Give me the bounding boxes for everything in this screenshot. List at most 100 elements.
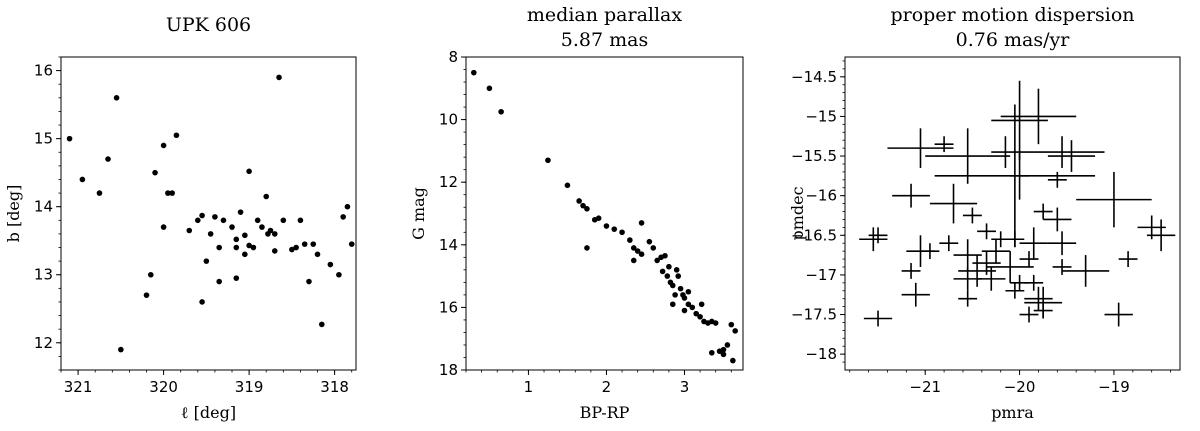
errorbar-point	[901, 263, 921, 279]
y-tick-label: 8	[448, 48, 458, 66]
errorbar-point	[892, 183, 930, 208]
data-point	[681, 295, 688, 301]
errorbar-point	[991, 80, 1048, 161]
errorbar-point	[1024, 274, 1044, 291]
data-point	[471, 69, 477, 76]
data-point	[113, 95, 120, 101]
data-point	[724, 342, 731, 348]
data-point	[580, 202, 586, 209]
data-point	[730, 357, 736, 364]
errorbar-point	[1019, 227, 1048, 260]
data-point	[143, 292, 150, 298]
y-tick-label: 12	[34, 334, 53, 352]
y-tick-label: 18	[439, 361, 458, 379]
data-point	[664, 273, 671, 279]
x-tick-label: 2	[602, 378, 612, 396]
data-point	[293, 244, 299, 251]
data-point	[728, 321, 735, 328]
x-tick-label: 321	[64, 378, 93, 396]
y-tick-label: 16	[439, 298, 458, 316]
data-point	[627, 237, 633, 243]
data-point	[229, 224, 235, 230]
errorbar-point	[986, 251, 1034, 283]
errorbar-point	[1052, 259, 1072, 275]
data-point	[267, 227, 274, 234]
y-tick-label: −16	[805, 187, 837, 205]
data-point	[246, 242, 252, 249]
x-tick-label: 3	[680, 378, 690, 396]
data-point	[666, 263, 672, 270]
data-point	[336, 271, 342, 278]
y-tick-label: −15	[805, 107, 837, 125]
data-point	[165, 190, 171, 196]
errorbar-point	[1062, 255, 1110, 287]
data-point	[246, 168, 252, 175]
data-point	[732, 328, 738, 334]
data-point	[199, 299, 205, 305]
panel-position-scatter: UPK 606 321 320 319 318 12 13 14 15 16 ℓ [deg] b [d…	[4, 14, 357, 422]
y-tick-label: −16.5	[791, 226, 837, 244]
data-point	[646, 238, 653, 245]
data-point	[498, 108, 504, 115]
x-tick-label: −20	[1004, 378, 1036, 396]
errorbar-point	[1047, 231, 1077, 256]
errorbar-point	[1043, 207, 1072, 232]
data-point	[708, 349, 715, 356]
data-point	[96, 190, 103, 196]
y-tick-label: 15	[34, 130, 53, 148]
data-point	[669, 282, 676, 289]
data-point	[611, 226, 618, 232]
errorbar-point	[1047, 140, 1096, 172]
x-axis-label: ℓ [deg]	[181, 403, 236, 422]
data-point	[169, 190, 175, 196]
errorbar-point	[1024, 286, 1053, 311]
errorbar-point	[1019, 251, 1039, 267]
errorbar-point	[929, 183, 978, 224]
y-tick-label: 12	[439, 173, 458, 191]
data-point	[698, 301, 705, 308]
data-point	[233, 244, 240, 251]
y-tick-label: 13	[34, 266, 53, 284]
errorbar-point	[1033, 203, 1053, 220]
y-tick-label: −15.5	[791, 147, 837, 165]
data-point	[662, 252, 668, 259]
data-point	[297, 217, 304, 224]
data-point	[66, 135, 73, 142]
data-point	[152, 169, 158, 176]
x-tick-label: −19	[1098, 378, 1130, 396]
data-point	[105, 156, 111, 162]
errorbar-point	[991, 231, 1011, 248]
data-point	[672, 292, 678, 298]
y-axis-label: pmdec	[788, 186, 807, 240]
data-point	[327, 261, 334, 268]
errorbar-point	[925, 128, 1011, 184]
data-point	[250, 244, 257, 251]
data-point	[638, 220, 645, 226]
data-point	[118, 346, 124, 353]
errorbar-point	[1019, 136, 1105, 168]
data-point	[216, 244, 222, 251]
data-point	[314, 251, 321, 258]
data-point	[233, 236, 240, 243]
data-point	[545, 157, 551, 164]
errorbar-point	[1019, 306, 1039, 323]
errorbar-point	[1104, 302, 1133, 327]
data-point	[675, 273, 682, 279]
plot-frame	[465, 56, 744, 371]
data-point	[720, 351, 727, 358]
data-point	[216, 278, 222, 285]
x-axis-label: BP-RP	[580, 403, 630, 422]
y-tick-label: 14	[439, 236, 458, 254]
data-point	[160, 224, 167, 230]
errorbar-point	[901, 282, 930, 307]
data-point	[595, 215, 602, 221]
data-point	[254, 217, 261, 224]
data-point	[584, 245, 590, 251]
data-point	[630, 245, 637, 251]
errorbar-point	[1005, 282, 1025, 299]
errorbar-point	[1076, 171, 1152, 228]
data-point	[259, 224, 265, 230]
data-point	[697, 313, 703, 320]
data-point	[203, 258, 210, 264]
